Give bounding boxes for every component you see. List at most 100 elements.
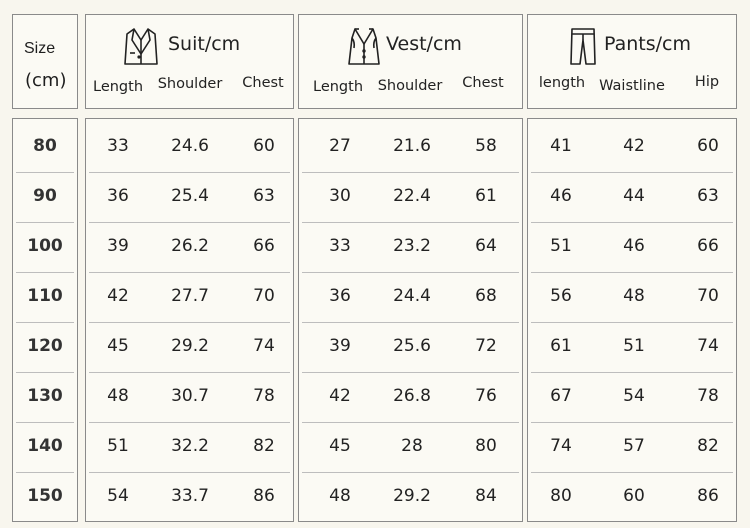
table-cell: 70 <box>253 286 275 306</box>
table-cell: 29.2 <box>393 486 431 506</box>
vest-length-header: Length <box>312 79 364 95</box>
size-label: Size <box>24 40 56 57</box>
pants-header-box <box>527 14 737 109</box>
table-cell: 42 <box>107 286 129 306</box>
table-cell: 51 <box>107 436 129 456</box>
row-divider <box>302 422 519 423</box>
table-cell: 36 <box>329 286 351 306</box>
table-cell: 60 <box>623 486 645 506</box>
suit-title: Suit/cm <box>168 33 241 55</box>
pants-hip-header: Hip <box>694 74 720 90</box>
row-divider <box>531 272 733 273</box>
size-cell: 110 <box>27 286 63 306</box>
row-divider <box>16 472 74 473</box>
row-divider <box>302 172 519 173</box>
table-cell: 25.6 <box>393 336 431 356</box>
table-cell: 29.2 <box>171 336 209 356</box>
row-divider <box>16 172 74 173</box>
table-cell: 21.6 <box>393 136 431 156</box>
table-cell: 61 <box>475 186 497 206</box>
pants-length-header: length <box>538 75 586 91</box>
row-divider <box>531 172 733 173</box>
table-cell: 30 <box>329 186 351 206</box>
table-cell: 45 <box>329 436 351 456</box>
vest-icon <box>348 28 380 65</box>
table-cell: 60 <box>697 136 719 156</box>
table-cell: 68 <box>475 286 497 306</box>
table-cell: 36 <box>107 186 129 206</box>
suit-shoulder-header: Shoulder <box>157 76 223 92</box>
table-cell: 46 <box>623 236 645 256</box>
table-cell: 64 <box>475 236 497 256</box>
row-divider <box>16 222 74 223</box>
table-cell: 39 <box>107 236 129 256</box>
table-cell: 24.6 <box>171 136 209 156</box>
suit-jacket-icon <box>124 28 158 65</box>
row-divider <box>89 372 290 373</box>
table-cell: 33 <box>107 136 129 156</box>
table-cell: 30.7 <box>171 386 209 406</box>
table-cell: 61 <box>550 336 572 356</box>
table-cell: 32.2 <box>171 436 209 456</box>
table-cell: 63 <box>697 186 719 206</box>
table-cell: 39 <box>329 336 351 356</box>
table-cell: 51 <box>623 336 645 356</box>
table-cell: 27 <box>329 136 351 156</box>
row-divider <box>89 472 290 473</box>
row-divider <box>302 222 519 223</box>
row-divider <box>16 372 74 373</box>
table-cell: 27.7 <box>171 286 209 306</box>
table-cell: 25.4 <box>171 186 209 206</box>
row-divider <box>531 422 733 423</box>
table-cell: 70 <box>697 286 719 306</box>
table-cell: 48 <box>329 486 351 506</box>
row-divider <box>16 422 74 423</box>
pants-title: Pants/cm <box>604 33 691 55</box>
table-cell: 22.4 <box>393 186 431 206</box>
table-cell: 74 <box>697 336 719 356</box>
size-cell: 150 <box>27 486 63 506</box>
row-divider <box>531 322 733 323</box>
table-cell: 33 <box>329 236 351 256</box>
table-cell: 46 <box>550 186 572 206</box>
table-cell: 54 <box>623 386 645 406</box>
suit-chest-header: Chest <box>242 75 284 91</box>
vest-title: Vest/cm <box>386 33 462 55</box>
table-cell: 54 <box>107 486 129 506</box>
row-divider <box>302 322 519 323</box>
table-cell: 76 <box>475 386 497 406</box>
table-cell: 66 <box>253 236 275 256</box>
table-cell: 80 <box>475 436 497 456</box>
size-cell: 120 <box>27 336 63 356</box>
table-cell: 23.2 <box>393 236 431 256</box>
table-cell: 67 <box>550 386 572 406</box>
row-divider <box>89 172 290 173</box>
row-divider <box>16 272 74 273</box>
table-cell: 42 <box>329 386 351 406</box>
table-cell: 86 <box>697 486 719 506</box>
size-column-box <box>12 118 78 522</box>
size-unit: (cm) <box>25 70 67 91</box>
pants-waistline-header: Waistline <box>599 78 665 94</box>
size-cell: 140 <box>27 436 63 456</box>
row-divider <box>89 322 290 323</box>
table-cell: 42 <box>623 136 645 156</box>
size-cell: 90 <box>33 186 57 206</box>
table-cell: 28 <box>401 436 423 456</box>
row-divider <box>531 372 733 373</box>
row-divider <box>302 372 519 373</box>
size-header-box <box>12 14 78 109</box>
table-cell: 45 <box>107 336 129 356</box>
vest-shoulder-header: Shoulder <box>377 78 443 94</box>
table-cell: 80 <box>550 486 572 506</box>
table-cell: 74 <box>550 436 572 456</box>
suit-header-box <box>85 14 294 109</box>
table-cell: 78 <box>253 386 275 406</box>
size-cell: 100 <box>27 236 63 256</box>
table-cell: 82 <box>253 436 275 456</box>
table-cell: 51 <box>550 236 572 256</box>
table-cell: 84 <box>475 486 497 506</box>
row-divider <box>89 272 290 273</box>
table-cell: 57 <box>623 436 645 456</box>
table-cell: 78 <box>697 386 719 406</box>
